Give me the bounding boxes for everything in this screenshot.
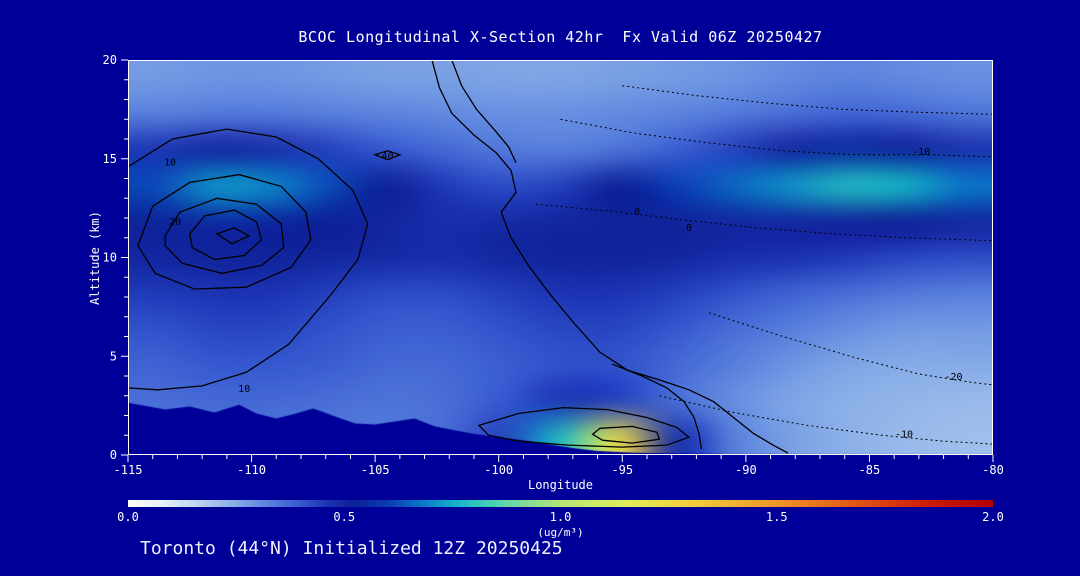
colorbar-labels: 0.0 0.5 1.0 1.5 2.0 bbox=[117, 510, 1004, 525]
svg-text:-10: -10 bbox=[895, 429, 913, 440]
svg-text:10: 10 bbox=[164, 158, 176, 169]
svg-text:10: 10 bbox=[103, 251, 117, 265]
svg-text:5: 5 bbox=[110, 349, 117, 363]
svg-text:-100: -100 bbox=[484, 463, 513, 477]
svg-text:20: 20 bbox=[103, 53, 117, 67]
plot-title: BCOC Longitudinal X-Section 42hr Fx Vali… bbox=[298, 28, 823, 46]
colorbar-tick-label: 2.0 bbox=[982, 510, 1004, 524]
svg-text:-80: -80 bbox=[982, 463, 1004, 477]
y-axis-label: Altitude (km) bbox=[88, 211, 102, 305]
svg-text:15: 15 bbox=[103, 152, 117, 166]
colorbar bbox=[128, 500, 993, 507]
x-axis-label: Longitude bbox=[527, 478, 594, 492]
svg-text:-90: -90 bbox=[735, 463, 757, 477]
svg-text:0: 0 bbox=[686, 223, 692, 234]
svg-text:20: 20 bbox=[169, 217, 181, 228]
svg-text:-105: -105 bbox=[361, 463, 390, 477]
svg-text:40: 40 bbox=[381, 151, 393, 162]
svg-text:0: 0 bbox=[634, 207, 640, 218]
colorbar-tick-label: 0.5 bbox=[333, 510, 356, 524]
svg-text:-10: -10 bbox=[912, 147, 930, 158]
svg-text:0: 0 bbox=[110, 448, 117, 462]
units-label: (ug/m³) bbox=[537, 526, 584, 539]
svg-text:-85: -85 bbox=[859, 463, 881, 477]
svg-text:-20: -20 bbox=[944, 372, 962, 383]
svg-text:10: 10 bbox=[238, 384, 250, 395]
footer-text: Toronto (44°N) Initialized 12Z 20250425 bbox=[140, 538, 563, 559]
contour-overlay: 10 20 10 40 0 0 -10 -20 -10 -115 -110 -105 -100 -95 -9… bbox=[103, 53, 1004, 477]
colorbar-tick-label: 0.0 bbox=[117, 510, 139, 524]
svg-text:-95: -95 bbox=[611, 463, 633, 477]
colorbar-tick-label: 1.0 bbox=[549, 510, 572, 524]
colorbar-tick-label: 1.5 bbox=[765, 510, 788, 524]
svg-text:-115: -115 bbox=[114, 463, 143, 477]
svg-text:-110: -110 bbox=[237, 463, 266, 477]
